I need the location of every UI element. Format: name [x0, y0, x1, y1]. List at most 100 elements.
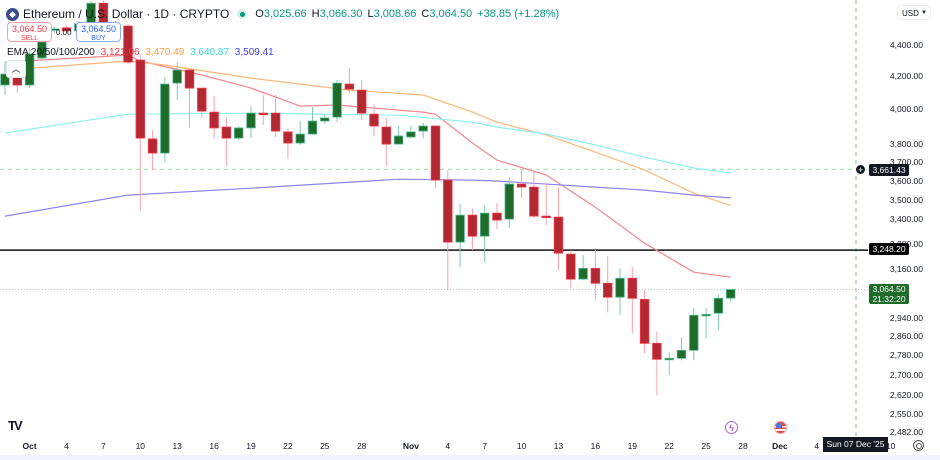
settings-icon[interactable] [913, 440, 924, 451]
date-tick-label: Nov [402, 441, 419, 451]
candle [369, 104, 379, 136]
us-flag-event-icon[interactable] [774, 421, 787, 434]
candle-body [430, 125, 441, 181]
candle [566, 250, 576, 289]
candle [209, 96, 219, 139]
candle-body [197, 87, 207, 112]
candle [479, 205, 490, 263]
tradingview-logo[interactable]: TV [8, 418, 23, 433]
candle [590, 250, 601, 301]
candle [123, 23, 133, 65]
candle [270, 95, 281, 138]
date-tick-label: 4 [445, 441, 451, 451]
candle-body [393, 135, 404, 145]
ohlc-open: O3,025.66 [255, 8, 307, 20]
price-tick-label: 2,482.00 [889, 427, 923, 438]
price-tick-label: 2,550.00 [889, 408, 923, 419]
bottom-toolbar [0, 455, 940, 460]
date-tick-label: Dec [772, 441, 788, 451]
symbol-header: ◆ Ethereum / U.S. Dollar · 1D · CRYPTO O… [6, 5, 564, 23]
ema-legend[interactable]: EMA 20/50/100/200 3,121.06 3,470.49 3,64… [7, 47, 277, 58]
lightning-event-icon[interactable]: ϟ [725, 421, 738, 434]
candle-body [615, 277, 625, 298]
candle-body [443, 179, 453, 243]
date-tick-label: 25 [701, 441, 711, 451]
date-tick-label: Oct [22, 441, 37, 451]
date-tick-label: 28 [356, 441, 367, 451]
ethereum-icon: ◆ [6, 7, 19, 21]
candle [283, 127, 293, 160]
sell-button[interactable]: 3,064.50 SELL [7, 22, 52, 42]
price-tick-label: 2,860.00 [889, 331, 923, 342]
sell-label: SELL [20, 35, 39, 42]
date-tick-label: 28 [738, 441, 748, 451]
collapse-legend-button[interactable]: ︿ [6, 60, 26, 78]
candle [603, 256, 613, 313]
candle [356, 79, 367, 120]
candle [455, 204, 465, 268]
chevron-down-icon: ▼ [921, 10, 927, 16]
candle-body [676, 349, 687, 359]
candle-body [627, 277, 638, 299]
price-tick-label: 3,700.00 [889, 157, 923, 168]
candle-body [578, 267, 588, 280]
candle [406, 126, 416, 139]
ema-line-200 [4, 178, 731, 217]
candle-body [221, 126, 232, 139]
candle [492, 203, 502, 230]
date-tick-label: 22 [283, 441, 293, 451]
candle [578, 255, 588, 281]
candle [295, 121, 305, 145]
horizontal-line-price-label: 3,248.20 [869, 243, 909, 255]
candle [197, 87, 207, 118]
ema-legend-label: EMA 20/50/100/200 [7, 47, 95, 58]
candle [184, 69, 195, 128]
candle [504, 177, 515, 229]
buy-price: 3,064.50 [80, 24, 117, 34]
candle [332, 79, 342, 123]
candle-body [258, 112, 269, 116]
date-tick-label: 10 [516, 441, 527, 451]
ema20-value: 3,121.06 [100, 47, 140, 58]
candle [553, 187, 564, 271]
price-tick-label: 4,000.00 [889, 104, 923, 115]
candle-body [701, 313, 711, 317]
candle [320, 114, 330, 124]
candle [713, 294, 724, 331]
candle-body [504, 183, 515, 220]
candle [701, 308, 711, 339]
current-price: 3,064.50 [872, 284, 906, 294]
candle-body [639, 299, 650, 344]
candle [307, 107, 318, 135]
candle-body [246, 112, 256, 129]
date-tick-label: 25 [320, 441, 330, 451]
price-tick-label: 2,700.00 [889, 370, 923, 381]
candle-body [664, 357, 674, 361]
candle [418, 123, 428, 139]
candle [467, 208, 478, 251]
candle [135, 55, 146, 211]
ohlc-change: +38.85 (+1.28%) [477, 8, 560, 20]
candle [221, 117, 232, 166]
currency-select[interactable]: USD ▼ [897, 5, 931, 20]
candle-body [553, 216, 564, 254]
price-tick-label: 3,400.00 [889, 214, 923, 225]
date-tick-label: 7 [482, 441, 488, 451]
price-tick-label: 2,940.00 [889, 312, 923, 323]
candle [529, 172, 539, 219]
add-alert-icon[interactable]: + [855, 164, 866, 175]
price-tick-label: 3,600.00 [889, 175, 923, 186]
buy-button[interactable]: 3,064.50 BUY [76, 22, 121, 42]
market-status-icon [237, 9, 248, 19]
buy-label: BUY [91, 35, 106, 42]
currency-value: USD [902, 9, 919, 18]
candle [639, 290, 650, 354]
ema-line-20 [4, 54, 731, 278]
candle-body [529, 186, 539, 217]
bar-countdown: 21:32:20 [872, 293, 906, 304]
candle-body [590, 267, 601, 284]
candle [541, 183, 551, 226]
date-tick-label: 4 [64, 441, 69, 451]
symbol-title[interactable]: Ethereum / U.S. Dollar · 1D · CRYPTO [23, 7, 230, 21]
